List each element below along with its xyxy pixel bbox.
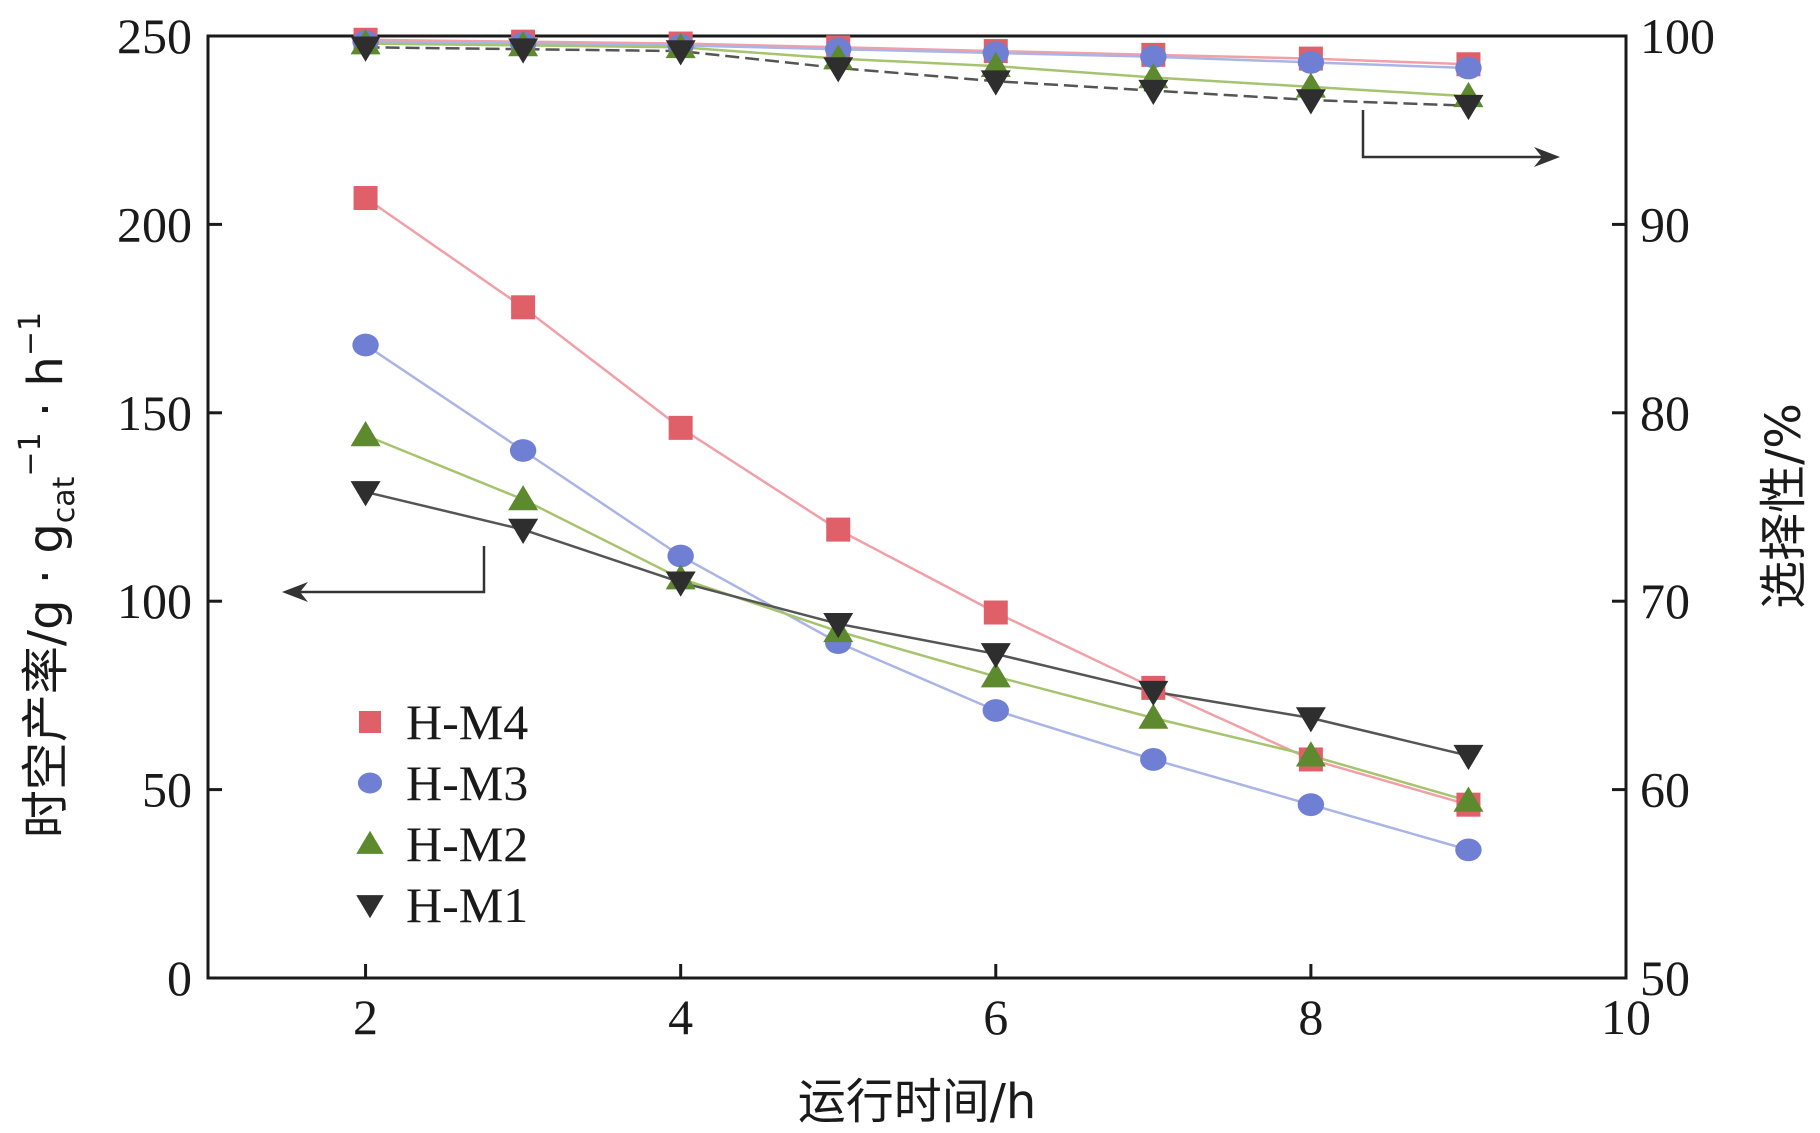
y-left-title-sup2: −1	[13, 312, 48, 356]
y-left-title-sup1: −1	[13, 432, 48, 476]
y-left-tick-label: 200	[117, 196, 192, 252]
line-h-m3-selectivity	[365, 40, 1469, 70]
y-left-title-tail: · h	[18, 356, 74, 432]
y-left-title-sub: cat	[47, 476, 82, 523]
y-left-title-main: 时空产率/g · g	[18, 523, 74, 838]
y-right-tick-label: 100	[1640, 8, 1715, 64]
point-h-m3-yield	[667, 544, 694, 568]
y-left-tick-label: 250	[117, 8, 192, 64]
plot-area	[206, 34, 1628, 980]
line-h-m2-selectivity	[365, 42, 1469, 98]
left-axis-arrow	[282, 546, 486, 602]
line-h-m2-yield	[365, 434, 1469, 803]
point-h-m1-selectivity	[1138, 79, 1169, 106]
line-h-m4-selectivity	[365, 38, 1469, 66]
legend-marker-h-m4	[359, 711, 381, 733]
plot-frame	[206, 34, 1628, 980]
point-h-m4-yield	[826, 517, 851, 542]
y-right-tick-label: 80	[1640, 385, 1690, 441]
point-h-m3-yield	[509, 439, 537, 462]
x-tick-label: 2	[353, 989, 378, 1045]
point-h-m4-yield	[511, 295, 536, 320]
line-h-m3-yield	[364, 343, 1469, 852]
point-h-m3-selectivity	[1140, 45, 1167, 69]
y-left-tick-label: 0	[167, 950, 192, 1006]
point-h-m1-yield	[1138, 680, 1169, 707]
point-h-m1-selectivity	[823, 57, 854, 83]
point-h-m2-yield	[1453, 786, 1484, 812]
y-right-tick-label: 50	[1640, 950, 1690, 1006]
x-tick-label: 8	[1298, 989, 1323, 1045]
point-h-m2-yield	[1138, 703, 1169, 729]
y-left-tick-label: 150	[117, 385, 192, 441]
point-h-m3-selectivity	[1297, 50, 1325, 74]
point-h-m1-selectivity	[980, 70, 1011, 96]
point-h-m2-yield	[508, 485, 539, 511]
x-tick-label: 4	[668, 989, 693, 1045]
point-h-m3-selectivity	[1455, 56, 1482, 80]
point-h-m3-yield	[982, 699, 1009, 722]
legend-label-h-m4: H-M4	[406, 694, 528, 750]
point-h-m3-yield	[1297, 793, 1325, 817]
right-axis-arrow	[1361, 110, 1560, 167]
point-h-m1-yield	[1453, 744, 1484, 771]
point-h-m2-yield	[350, 421, 381, 447]
legend-label-h-m2: H-M2	[406, 816, 528, 872]
y-left-tick-label: 100	[117, 573, 192, 629]
point-h-m2-yield	[980, 662, 1011, 688]
point-h-m1-selectivity	[350, 36, 381, 62]
point-h-m1-yield	[980, 643, 1011, 669]
point-h-m1-selectivity	[1453, 94, 1484, 121]
point-h-m1-selectivity	[508, 38, 539, 64]
line-h-m1-yield	[365, 490, 1469, 757]
y-left-tick-label: 50	[142, 762, 192, 818]
point-h-m3-yield	[1140, 748, 1167, 771]
point-h-m1-yield	[350, 481, 381, 507]
legend-marker-h-m1	[356, 895, 384, 919]
y-right-tick-label: 70	[1640, 573, 1690, 629]
point-h-m4-yield	[668, 415, 693, 440]
x-tick-label: 6	[983, 989, 1008, 1045]
x-axis-title: 运行时间/h	[798, 1074, 1037, 1130]
point-h-m1-yield	[665, 571, 696, 597]
line-h-m1-selectivity	[365, 46, 1469, 107]
point-h-m1-yield	[508, 518, 539, 545]
y-right-tick-label: 90	[1640, 196, 1690, 252]
legend-label-h-m1: H-M1	[406, 877, 528, 933]
legend: H-M4H-M3H-M2H-M1	[356, 694, 528, 933]
legend-marker-h-m3	[357, 772, 383, 794]
point-h-m3-yield	[1455, 838, 1482, 862]
series-lines	[364, 38, 1469, 852]
series-markers	[350, 27, 1484, 862]
point-h-m1-yield	[1295, 707, 1326, 733]
point-h-m2-yield	[1295, 741, 1326, 767]
x-tick-label: 10	[1601, 989, 1651, 1045]
point-h-m1-yield	[823, 613, 854, 639]
legend-label-h-m3: H-M3	[406, 755, 528, 811]
line-h-m4-yield	[364, 196, 1469, 806]
y-axis-right-title: 选择性/%	[1756, 403, 1812, 609]
y-right-tick-label: 60	[1640, 762, 1690, 818]
point-h-m4-yield	[353, 186, 378, 211]
point-h-m3-yield	[352, 333, 379, 357]
point-h-m4-yield	[983, 600, 1008, 625]
legend-marker-h-m2	[356, 830, 384, 854]
point-h-m1-selectivity	[1295, 89, 1326, 115]
y-axis-left-title: 时空产率/g · gcat−1 · h−1	[13, 312, 82, 838]
point-h-m1-selectivity	[665, 40, 696, 66]
